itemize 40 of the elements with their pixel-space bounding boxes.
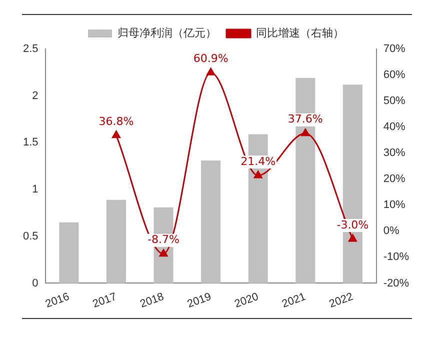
y-tick-label: 0.5 xyxy=(22,230,38,242)
point xyxy=(159,249,168,257)
y2-tick-label: 10% xyxy=(383,199,406,212)
data-label: -8.7% xyxy=(148,233,180,246)
x-tick-label: 2017 xyxy=(91,290,118,310)
y2-tick-label: 20% xyxy=(383,173,406,186)
data-label: 37.6% xyxy=(288,112,323,126)
y2-tick-label: -10% xyxy=(383,251,410,264)
x-tick-label: 2018 xyxy=(138,290,166,310)
x-tick-label: 2016 xyxy=(44,290,71,310)
data-label: 21.4% xyxy=(240,154,276,168)
data-label: -3.0% xyxy=(336,218,369,232)
legend-label: 归母净利润（亿元） xyxy=(118,26,216,40)
y2-tick-label: 70% xyxy=(383,43,406,56)
x-tick-label: 2020 xyxy=(233,290,260,310)
y-tick-label: 2.5 xyxy=(22,43,38,56)
x-tick-label: 2019 xyxy=(186,290,213,310)
y-tick-label: 0 xyxy=(32,277,38,290)
bar xyxy=(201,160,221,284)
data-label: 36.8% xyxy=(98,114,134,128)
point xyxy=(206,68,216,76)
point xyxy=(348,234,357,242)
y2-tick-label: 30% xyxy=(383,147,406,160)
y2-tick-label: 50% xyxy=(383,95,406,108)
y2-tick-label: -20% xyxy=(383,277,410,290)
y-tick-label: 1 xyxy=(32,184,38,196)
point xyxy=(301,128,310,136)
y-tick-label: 2 xyxy=(32,90,38,102)
point xyxy=(254,170,262,178)
y2-tick-label: 60% xyxy=(383,69,406,82)
y2-tick-label: 0% xyxy=(383,225,400,238)
bar xyxy=(59,222,79,284)
y-tick-label: 1.5 xyxy=(22,136,38,149)
legend-label: 同比增速（右轴） xyxy=(256,26,344,40)
y2-tick-label: 40% xyxy=(383,121,406,134)
point xyxy=(112,130,120,138)
data-label: 60.9% xyxy=(193,52,228,66)
x-tick-label: 2021 xyxy=(280,290,308,310)
x-tick-label: 2022 xyxy=(328,290,355,310)
bar xyxy=(106,200,126,284)
